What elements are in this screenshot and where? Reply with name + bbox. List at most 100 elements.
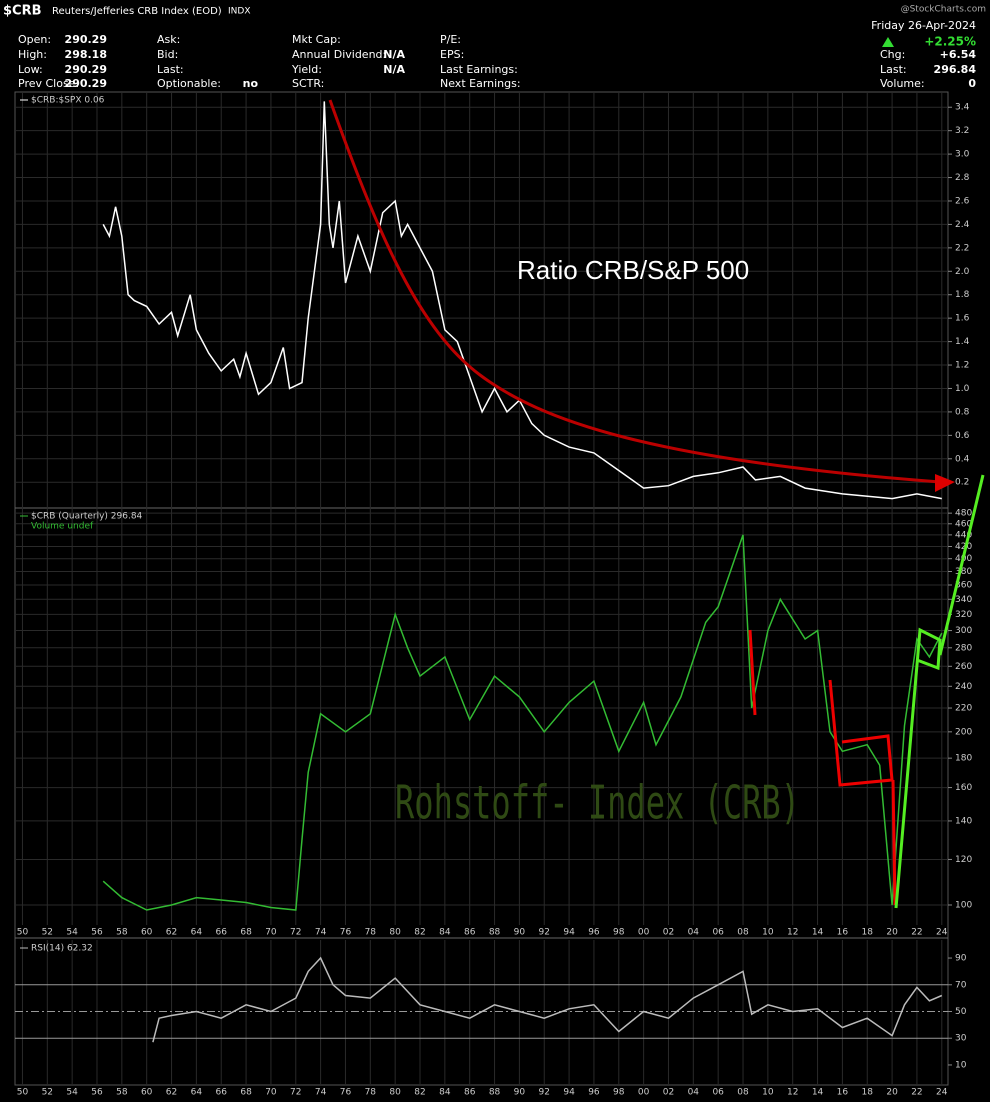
x-tick-label: 88 (489, 928, 501, 938)
x-tick-label: 18 (862, 928, 874, 938)
x-tick-label: 08 (737, 1088, 749, 1098)
field-label: Last: (880, 63, 907, 76)
x-tick-label: 50 (17, 928, 29, 938)
legend: $CRB:$SPX 0.06 (31, 96, 105, 106)
x-tick-label: 52 (42, 1088, 53, 1098)
field-label: Annual Dividend: (292, 48, 386, 61)
trend-arrowhead (935, 474, 955, 492)
field-value: N/A (383, 63, 405, 76)
y-tick-label: 1.2 (955, 361, 969, 371)
y-tick-label: 2.2 (955, 243, 969, 253)
x-tick-label: 84 (439, 1088, 451, 1098)
symbol: $CRB (3, 4, 42, 19)
x-tick-label: 62 (166, 928, 177, 938)
y-tick-label: 90 (955, 954, 967, 964)
x-tick-label: 98 (613, 928, 625, 938)
y-tick-label: 280 (955, 643, 972, 653)
series-line (102, 101, 942, 500)
x-tick-label: 52 (42, 928, 53, 938)
y-tick-label: 3.0 (955, 150, 970, 160)
exchange: INDX (228, 7, 250, 17)
x-tick-label: 00 (638, 928, 650, 938)
field-value: 290.29 (65, 63, 107, 76)
x-tick-label: 70 (265, 1088, 277, 1098)
field-label: Low: (18, 63, 43, 76)
y-tick-label: 1.8 (955, 290, 970, 300)
x-tick-label: 60 (141, 1088, 153, 1098)
field-value: 0 (968, 77, 976, 90)
x-tick-label: 92 (539, 928, 550, 938)
y-tick-label: 2.6 (955, 196, 970, 206)
y-tick-label: 70 (955, 980, 967, 990)
y-tick-label: 1.0 (955, 384, 970, 394)
y-tick-label: 2.8 (955, 173, 970, 183)
trend-curve (328, 99, 941, 484)
y-tick-label: 480 (955, 509, 972, 519)
red-pattern (748, 629, 897, 906)
field-label: Ask: (157, 33, 180, 46)
x-tick-label: 54 (66, 928, 78, 938)
x-tick-label: 72 (290, 928, 301, 938)
x-tick-label: 86 (464, 928, 476, 938)
y-tick-label: 200 (955, 727, 972, 737)
x-tick-label: 12 (787, 1088, 798, 1098)
x-tick-label: 06 (712, 1088, 724, 1098)
y-tick-label: 240 (955, 682, 972, 692)
x-tick-label: 56 (91, 928, 103, 938)
y-tick-label: 420 (955, 542, 972, 552)
x-tick-label: 14 (812, 1088, 824, 1098)
x-tick-label: 68 (240, 1088, 252, 1098)
x-tick-label: 24 (936, 928, 948, 938)
series-line (102, 534, 943, 911)
y-tick-label: 380 (955, 567, 972, 577)
x-tick-label: 82 (414, 1088, 425, 1098)
series-line (152, 956, 943, 1043)
field-value: 296.84 (934, 63, 977, 76)
x-tick-label: 58 (116, 1088, 128, 1098)
y-tick-label: 1.4 (955, 337, 970, 347)
y-tick-label: 0.4 (955, 454, 970, 464)
field-value: no (243, 77, 259, 90)
x-tick-label: 10 (762, 1088, 774, 1098)
legend: $CRB (Quarterly) 296.84 (31, 512, 143, 522)
y-tick-label: 120 (955, 855, 972, 865)
x-tick-label: 02 (663, 1088, 674, 1098)
y-tick-label: 100 (955, 900, 972, 910)
y-tick-label: 1.6 (955, 314, 970, 324)
y-tick-label: 30 (955, 1034, 967, 1044)
field-label: Chg: (880, 48, 905, 61)
x-tick-label: 18 (862, 1088, 874, 1098)
x-tick-label: 60 (141, 928, 153, 938)
field-label: Next Earnings: (440, 77, 521, 90)
field-value: N/A (383, 48, 405, 61)
field-value: 298.18 (65, 48, 107, 61)
field-label: High: (18, 48, 47, 61)
x-tick-label: 82 (414, 928, 425, 938)
x-tick-label: 02 (663, 928, 674, 938)
x-tick-label: 92 (539, 1088, 550, 1098)
field-label: Optionable: (157, 77, 221, 90)
y-tick-label: 3.4 (955, 103, 970, 113)
x-tick-label: 80 (389, 928, 401, 938)
y-tick-label: 460 (955, 519, 972, 529)
x-tick-label: 90 (514, 928, 526, 938)
field-label: P/E: (440, 33, 461, 46)
y-tick-label: 320 (955, 610, 972, 620)
x-tick-label: 86 (464, 1088, 476, 1098)
x-tick-label: 10 (762, 928, 774, 938)
field-label: Mkt Cap: (292, 33, 341, 46)
x-tick-label: 90 (514, 1088, 526, 1098)
field-label: Bid: (157, 48, 178, 61)
x-tick-label: 88 (489, 1088, 501, 1098)
frame (14, 91, 949, 1086)
y-tick-label: 0.8 (955, 407, 970, 417)
x-tick-label: 96 (588, 928, 600, 938)
y-tick-label: 300 (955, 626, 972, 636)
up-arrow (882, 37, 894, 47)
y-tick-label: 180 (955, 754, 972, 764)
y-tick-label: 0.2 (955, 478, 969, 488)
x-tick-label: 06 (712, 928, 724, 938)
x-tick-label: 94 (563, 928, 575, 938)
field-label: EPS: (440, 48, 464, 61)
